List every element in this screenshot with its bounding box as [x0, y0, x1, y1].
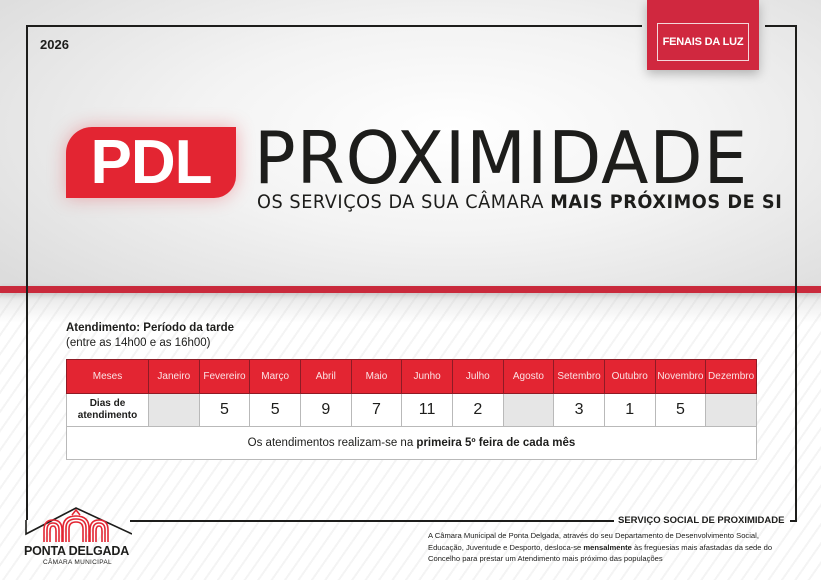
- header-cell-month: Setembro: [553, 359, 605, 394]
- schedule-note: Os atendimentos realizam-se na primeira …: [66, 426, 757, 460]
- header-cell-month: Dezembro: [705, 359, 757, 394]
- header-cell-month: Junho: [401, 359, 453, 394]
- table-header-row: Meses Janeiro Fevereiro Março Abril Maio…: [66, 359, 757, 394]
- service-description: A Câmara Municipal de Ponta Delgada, atr…: [428, 530, 792, 565]
- row-label-days: Dias de atendimento: [66, 393, 149, 427]
- frame-line-bottom: [130, 520, 614, 522]
- day-cell: 11: [401, 393, 453, 427]
- page-title: PROXIMIDADE: [254, 116, 749, 200]
- note-regular: Os atendimentos realizam-se na: [247, 437, 417, 449]
- day-cell: 5: [654, 393, 707, 427]
- service-text-part1: A Câmara Municipal de Ponta Delgada, atr…: [428, 531, 759, 552]
- header-cell-months: Meses: [66, 359, 149, 394]
- subtitle-regular: OS SERVIÇOS DA SUA CÂMARA: [257, 191, 551, 213]
- frame-line-top-left: [26, 25, 642, 27]
- header-cell-month: Novembro: [654, 359, 707, 394]
- table-row-note: Os atendimentos realizam-se na primeira …: [66, 426, 757, 460]
- day-cell: 9: [299, 393, 352, 427]
- day-cell-empty: [502, 393, 555, 427]
- frame-line-right: [795, 25, 797, 522]
- location-badge-label: FENAIS DA LUZ: [657, 23, 749, 61]
- day-cell: 3: [553, 393, 605, 427]
- header-cell-month: Agosto: [502, 359, 555, 394]
- row-label-line2: atendimento: [77, 410, 138, 421]
- frame-line-left: [26, 25, 28, 520]
- note-bold: primeira 5º feira de cada mês: [416, 437, 576, 449]
- schedule-table: Meses Janeiro Fevereiro Março Abril Maio…: [66, 359, 757, 460]
- frame-line-top-right: [765, 25, 797, 27]
- ponta-delgada-logo-icon: [25, 507, 132, 542]
- day-cell: 7: [350, 393, 403, 427]
- service-title: SERVIÇO SOCIAL DE PROXIMIDADE: [618, 515, 785, 526]
- day-cell: 5: [198, 393, 251, 427]
- frame-line-bottom-right: [790, 520, 797, 522]
- day-cell-empty: [148, 393, 200, 427]
- header-cell-month: Abril: [299, 359, 352, 394]
- header-cell-month: Maio: [350, 359, 403, 394]
- service-text-bold: mensalmente: [583, 542, 632, 552]
- page-subtitle: OS SERVIÇOS DA SUA CÂMARA MAIS PRÓXIMOS …: [257, 191, 782, 213]
- pdl-logo-mark: PDL: [66, 127, 236, 198]
- service-text-part2: às freguesias mais afastadas da sede do …: [428, 542, 773, 564]
- table-row-days: Dias de atendimento 5 5 9 7 11 2 3 1 5: [66, 393, 757, 427]
- schedule-subtitle: (entre as 14h00 e as 16h00): [66, 337, 211, 349]
- subtitle-bold: MAIS PRÓXIMOS DE SI: [550, 191, 783, 213]
- municipality-subtitle: CÂMARA MUNICIPAL: [43, 559, 112, 566]
- header-cell-month: Fevereiro: [198, 359, 251, 394]
- red-divider-stripe: [0, 286, 821, 293]
- day-cell: 1: [603, 393, 656, 427]
- location-badge: FENAIS DA LUZ: [647, 0, 759, 70]
- schedule-title: Atendimento: Período da tarde: [66, 322, 235, 334]
- day-cell: 2: [451, 393, 504, 427]
- header-cell-month: Março: [249, 359, 301, 394]
- row-label-line1: Dias de: [89, 398, 126, 409]
- day-cell-empty: [705, 393, 757, 427]
- day-cell: 5: [249, 393, 301, 427]
- header-cell-month: Janeiro: [148, 359, 200, 394]
- municipality-name: PONTA DELGADA: [24, 544, 130, 558]
- header-cell-month: Julho: [451, 359, 504, 394]
- header-cell-month: Outubro: [603, 359, 656, 394]
- year-label: 2026: [40, 37, 69, 52]
